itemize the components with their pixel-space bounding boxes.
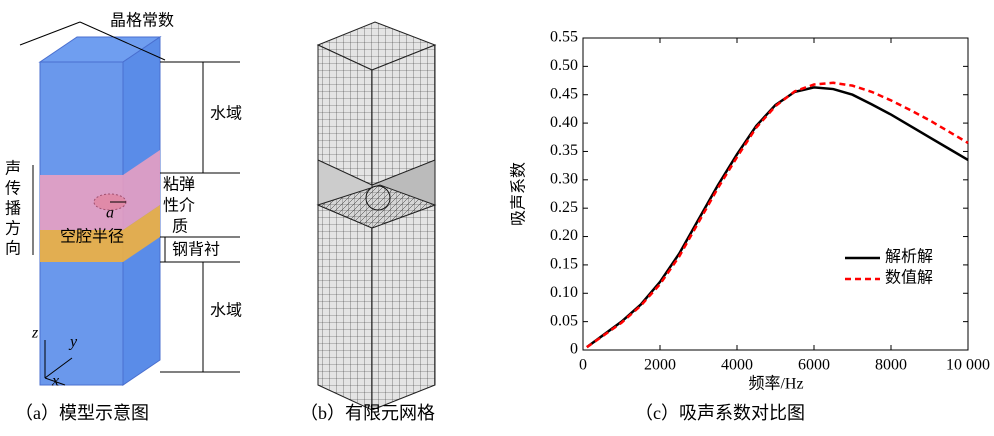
label: 方 (5, 220, 21, 238)
series-line (587, 87, 968, 347)
mesh-right (372, 45, 435, 410)
label: 性介 (163, 197, 195, 215)
y-tick-label: 0.40 (550, 114, 578, 131)
mesh-diagram: （b）有限元网格 (300, 22, 435, 423)
y-tick-label: 0.50 (550, 57, 578, 74)
label: 传 (5, 180, 21, 198)
label: 空腔半径 (60, 228, 124, 246)
y-tick-label: 0.20 (550, 227, 578, 244)
label: x (51, 373, 59, 390)
y-tick-label: 0.15 (550, 256, 578, 273)
label: 钢背衬 (172, 241, 220, 259)
mesh-left (318, 45, 372, 410)
x-tick-label: 4000 (721, 357, 753, 374)
label: 质 (172, 218, 188, 236)
y-tick-label: 0.10 (550, 284, 578, 301)
x-tick-label: 8000 (875, 357, 907, 374)
series-line (587, 83, 968, 347)
caption: （a）模型示意图 (15, 403, 149, 423)
label: 水域 (210, 105, 242, 123)
y-tick-label: 0.55 (550, 29, 578, 46)
label: 晶格常数 (110, 12, 174, 30)
figure: 晶格常数 水域 水域 粘弹 性介 质 钢背衬 空腔半径 a 声 传 播 方 向 … (0, 0, 994, 436)
y-tick-label: 0.45 (550, 85, 578, 102)
mesh-sphere (366, 186, 390, 210)
label: 粘弹 (163, 176, 195, 194)
model-diagram: 晶格常数 水域 水域 粘弹 性介 质 钢背衬 空腔半径 a 声 传 播 方 向 … (5, 12, 242, 423)
label: 向 (5, 240, 21, 258)
x-axis-label: 频率/Hz (748, 375, 803, 393)
x-tick-label: 6000 (798, 357, 830, 374)
label: z (31, 325, 39, 342)
legend-label: 解析解 (885, 248, 933, 266)
x-tick-label: 10 000 (946, 357, 990, 374)
y-tick-label: 0 (570, 341, 578, 358)
label: y (68, 334, 78, 351)
y-axis-label: 吸声系数 (510, 162, 528, 226)
x-tick-label: 2000 (644, 357, 676, 374)
label: 声 (5, 160, 21, 178)
label: a (106, 205, 114, 222)
y-tick-label: 0.05 (550, 312, 578, 329)
caption: （b）有限元网格 (300, 403, 435, 423)
caption: （c）吸声系数对比图 (635, 403, 805, 423)
y-tick-label: 0.35 (550, 142, 578, 159)
y-tick-label: 0.25 (550, 199, 578, 216)
page: 晶格常数 水域 水域 粘弹 性介 质 钢背衬 空腔半径 a 声 传 播 方 向 … (0, 0, 994, 436)
legend-label: 数值解 (885, 269, 933, 287)
x-tick-label: 0 (579, 357, 587, 374)
label: 水域 (210, 302, 242, 320)
y-tick-label: 0.30 (550, 170, 578, 187)
label: 播 (5, 200, 21, 218)
